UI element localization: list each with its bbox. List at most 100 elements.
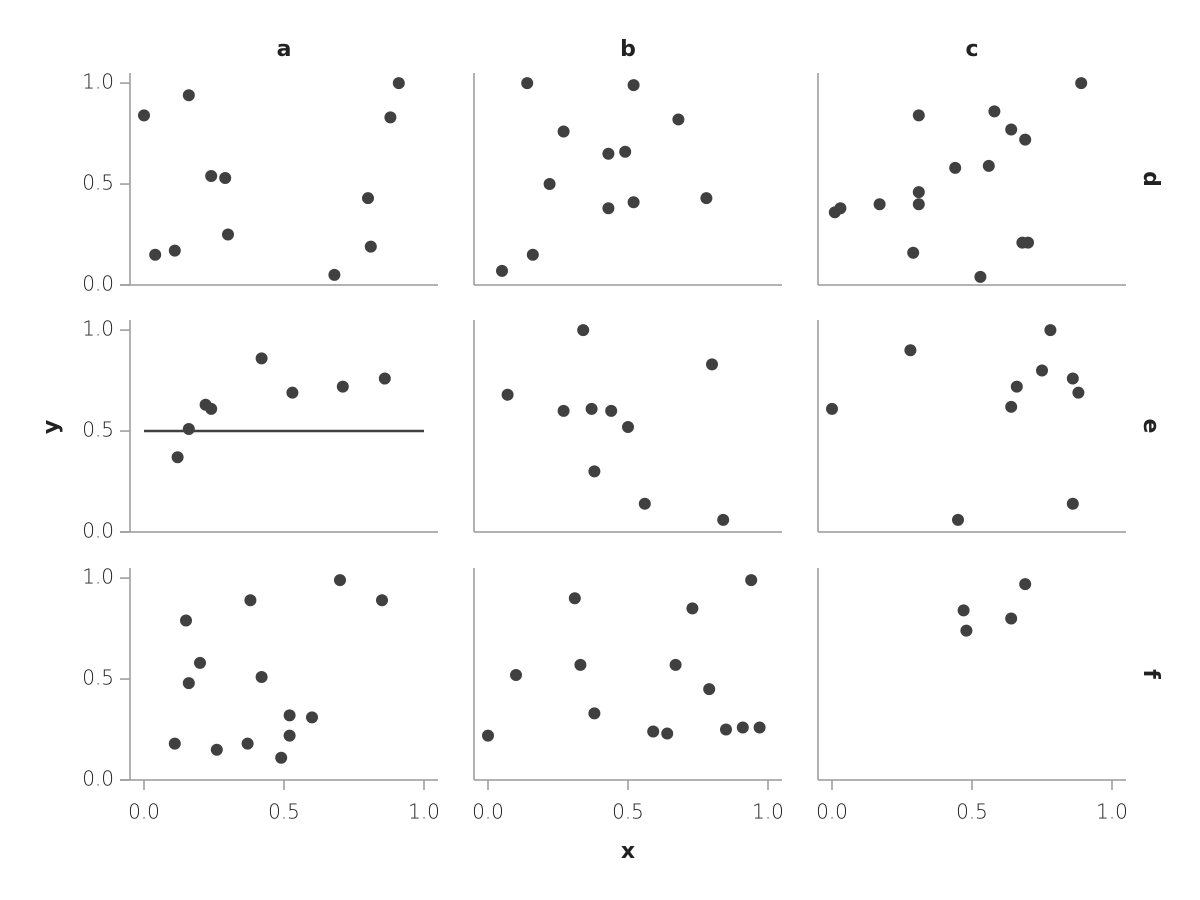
- row-strip-label: d: [1138, 171, 1163, 187]
- point: [1072, 386, 1085, 399]
- point: [912, 186, 925, 199]
- point: [661, 727, 674, 740]
- point: [336, 380, 349, 393]
- x-tick-label: 1.0: [1096, 800, 1128, 824]
- point: [686, 602, 699, 615]
- point: [168, 244, 181, 257]
- point: [703, 683, 716, 696]
- point: [255, 671, 268, 684]
- point: [717, 513, 730, 526]
- point: [952, 513, 964, 526]
- x-tick-label: 0.5: [612, 800, 644, 824]
- point: [627, 196, 640, 209]
- row-strip-label: e: [1138, 419, 1163, 434]
- point: [194, 656, 206, 669]
- point: [834, 202, 847, 215]
- point: [205, 169, 218, 182]
- point: [957, 604, 970, 617]
- point: [376, 594, 388, 607]
- y-tick-label: 1.0: [82, 70, 114, 94]
- point: [180, 614, 192, 627]
- point: [736, 721, 749, 734]
- point: [1005, 612, 1018, 625]
- point: [912, 109, 925, 122]
- point: [286, 386, 299, 399]
- point: [706, 358, 718, 371]
- point: [1019, 133, 1032, 146]
- point: [205, 402, 218, 415]
- point: [255, 352, 268, 365]
- point: [510, 669, 522, 682]
- y-axis-title: y: [39, 420, 64, 434]
- point: [574, 658, 587, 671]
- point: [1010, 380, 1023, 393]
- point: [753, 721, 766, 734]
- y-tick-label: 0.5: [82, 418, 114, 442]
- point: [647, 725, 660, 738]
- x-axis-title: x: [621, 839, 635, 864]
- point: [605, 404, 618, 417]
- point: [602, 202, 615, 215]
- point: [720, 723, 732, 736]
- point: [241, 737, 254, 750]
- x-tick-label: 1.0: [408, 800, 440, 824]
- point: [168, 737, 181, 750]
- point: [392, 77, 405, 90]
- point: [949, 161, 962, 174]
- point: [384, 111, 397, 124]
- point: [275, 751, 288, 764]
- x-tick-label: 0.0: [472, 800, 504, 824]
- point: [577, 324, 590, 337]
- point: [627, 79, 640, 92]
- point: [482, 729, 494, 742]
- point: [1066, 497, 1079, 510]
- point: [306, 711, 318, 724]
- point: [182, 677, 195, 690]
- point: [182, 89, 195, 102]
- point: [283, 729, 296, 742]
- point: [557, 404, 570, 417]
- point: [988, 105, 1001, 118]
- point: [182, 423, 195, 436]
- y-tick-label: 0.0: [82, 767, 114, 791]
- point: [328, 268, 341, 281]
- point: [244, 594, 257, 607]
- point: [588, 465, 601, 478]
- point: [1036, 364, 1048, 377]
- x-tick-label: 0.0: [128, 800, 160, 824]
- point: [138, 109, 150, 122]
- point: [974, 270, 987, 283]
- point: [826, 402, 838, 415]
- y-tick-label: 0.5: [82, 666, 114, 690]
- point: [543, 178, 556, 191]
- point: [904, 344, 917, 357]
- x-tick-label: 0.0: [816, 800, 848, 824]
- point: [1005, 123, 1018, 136]
- point: [1075, 77, 1088, 90]
- point: [496, 264, 508, 277]
- point: [672, 113, 685, 126]
- point: [210, 743, 223, 756]
- point: [1022, 236, 1034, 249]
- point: [669, 658, 682, 671]
- point: [602, 147, 615, 160]
- point: [222, 228, 234, 241]
- point: [526, 248, 539, 261]
- point: [588, 707, 601, 720]
- point: [960, 624, 973, 637]
- column-strip-label: a: [277, 37, 292, 62]
- point: [622, 421, 634, 434]
- point: [1044, 324, 1057, 337]
- point: [619, 145, 632, 158]
- y-tick-label: 1.0: [82, 317, 114, 341]
- point: [585, 402, 598, 415]
- point: [362, 192, 374, 205]
- point: [700, 192, 713, 205]
- point: [501, 388, 514, 401]
- point: [283, 709, 296, 722]
- x-tick-label: 0.5: [956, 800, 988, 824]
- column-strip-label: b: [620, 37, 636, 62]
- point: [912, 198, 925, 211]
